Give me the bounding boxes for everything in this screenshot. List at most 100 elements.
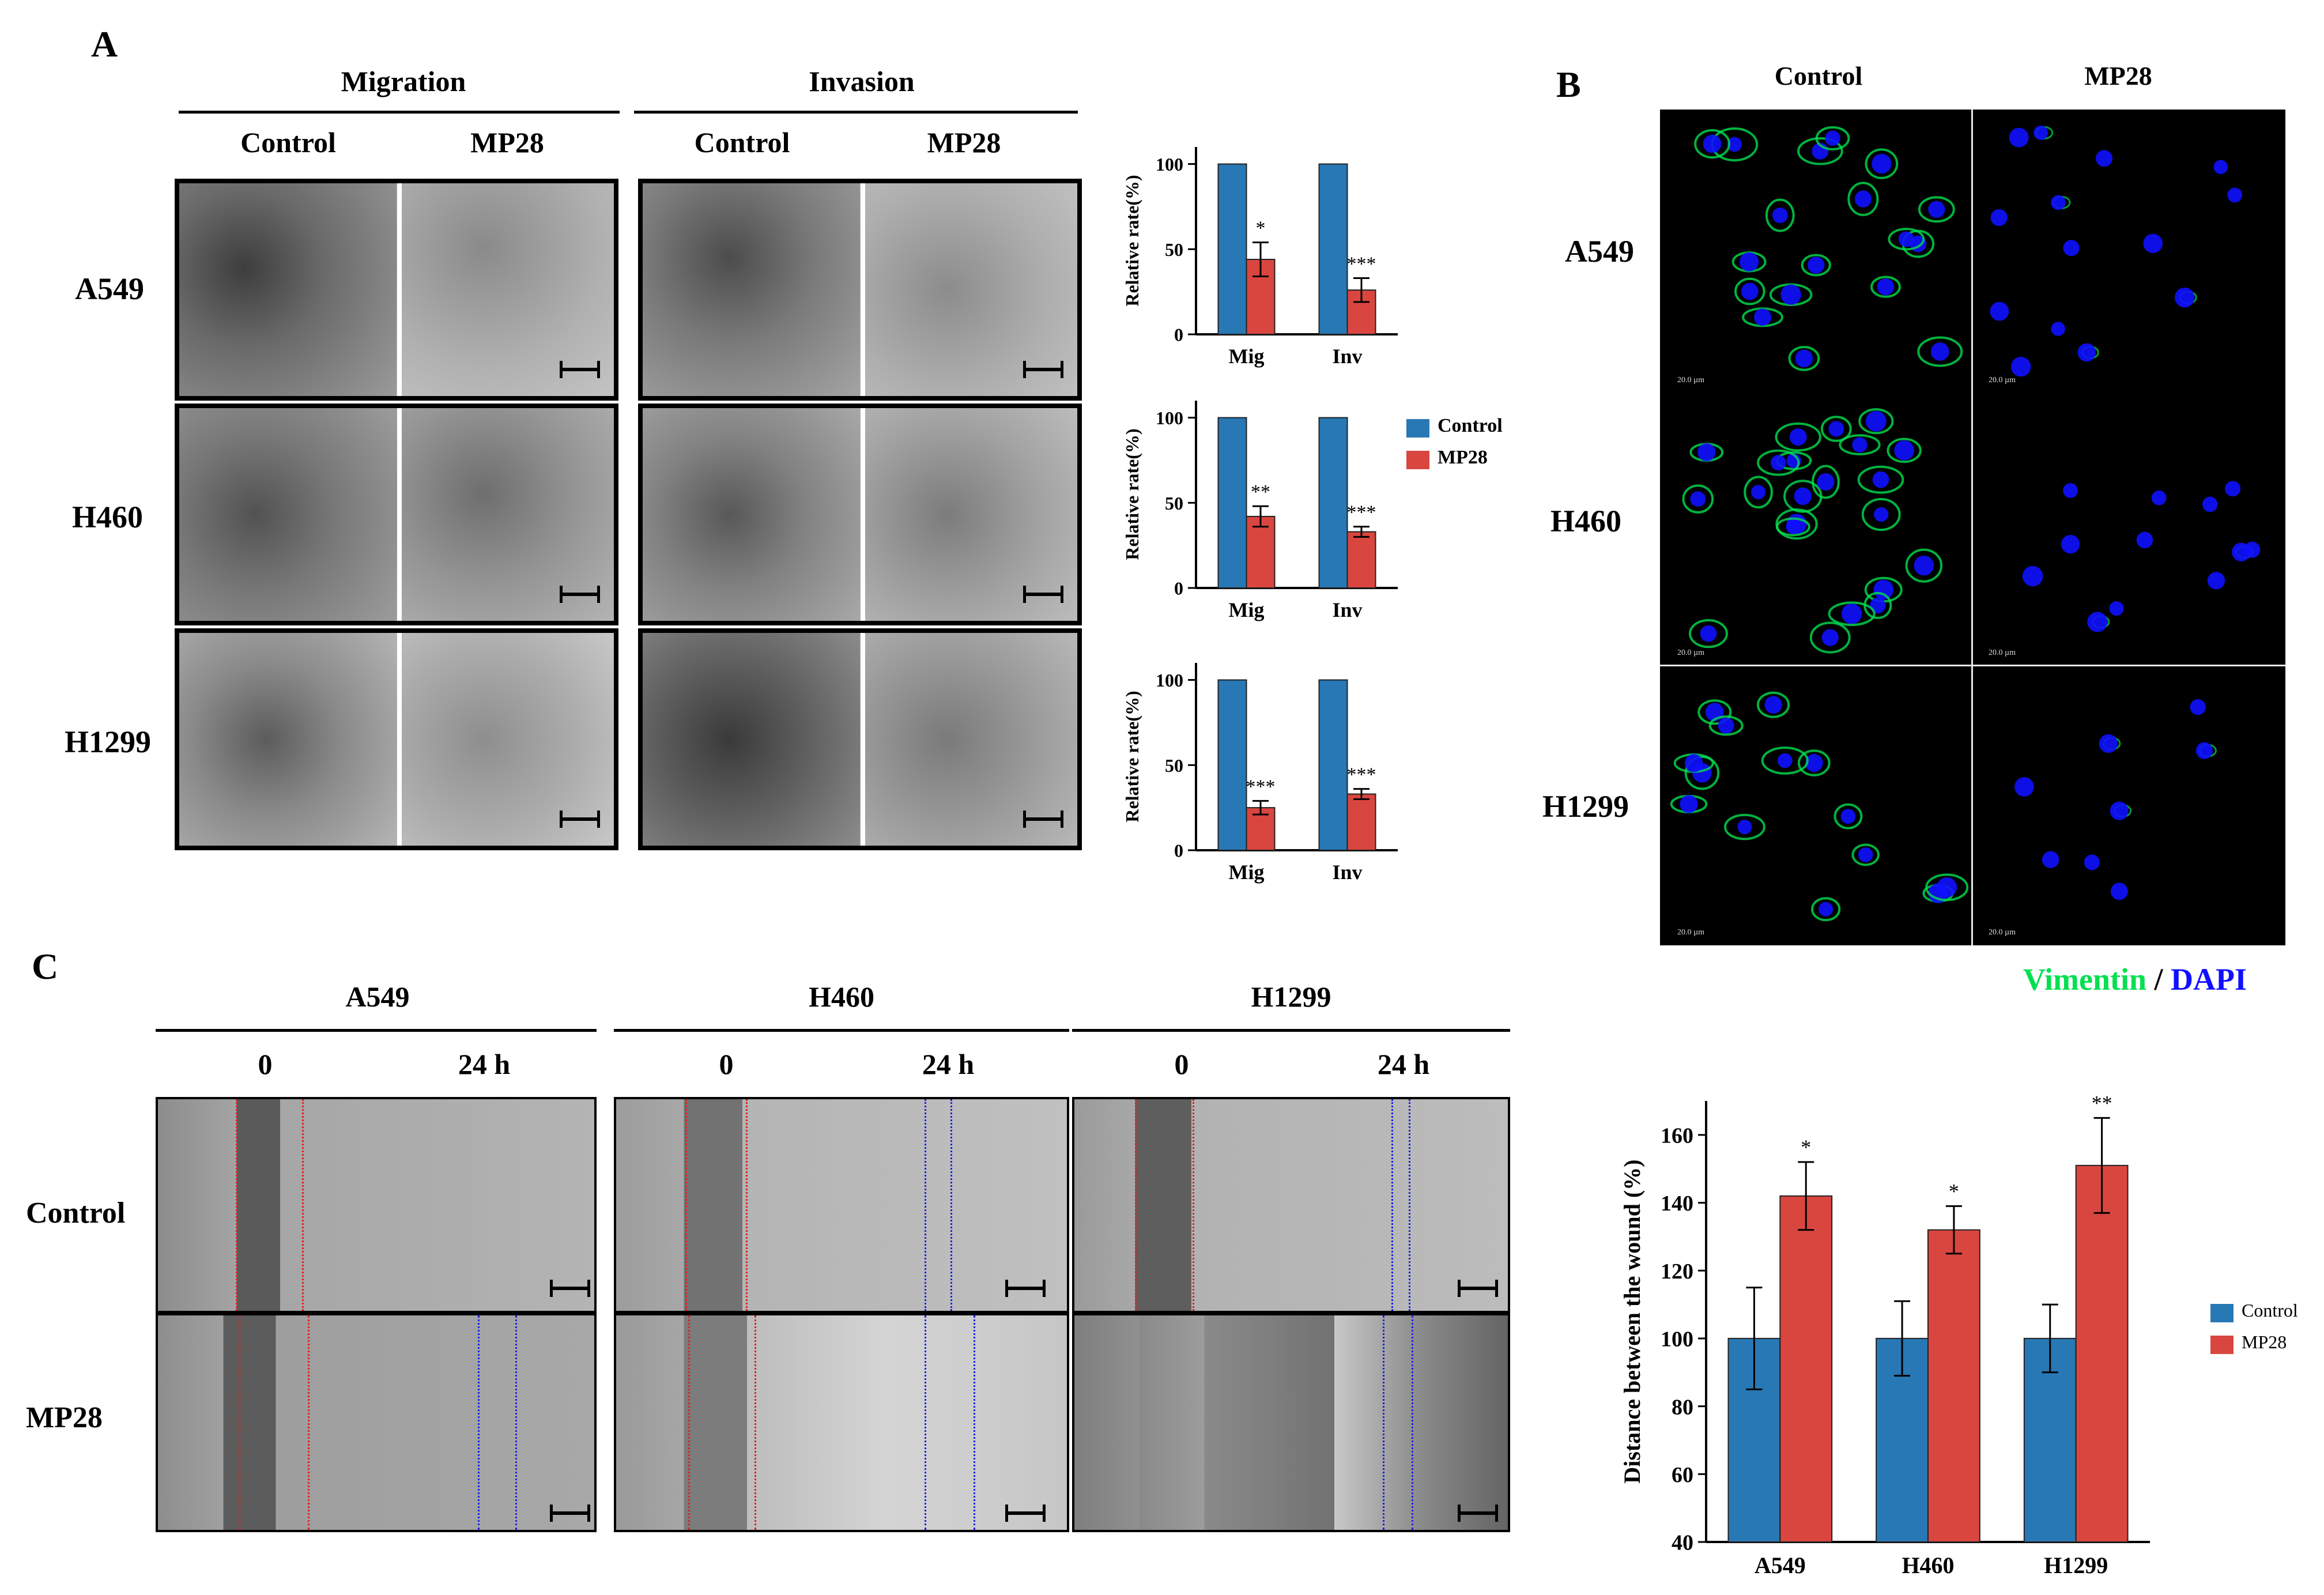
vimentin-signal (1694, 129, 1731, 159)
y-axis-label: Distance between the wound (%) (1619, 1159, 1645, 1483)
row-label-h460: H460 (72, 500, 144, 534)
dapi-nucleus (1825, 130, 1840, 146)
dapi-nucleus (2061, 534, 2080, 554)
chart-c-wound-distance: 40 60 80 100 120 140 160 * A549 * H460 ** H1299 Dista… (1619, 1091, 2150, 1578)
dapi-nucleus (2099, 734, 2118, 753)
panel-b-row-h460: H460 (1550, 504, 1622, 538)
dapi-nucleus (1928, 201, 1945, 218)
dapi-nucleus (1794, 487, 1812, 506)
fluor-cells (1670, 125, 2261, 922)
wound-h1299-control (1072, 1097, 1510, 1313)
category-label: H1299 (2044, 1552, 2108, 1578)
category-label: Mig (1229, 598, 1265, 621)
y-axis-label: Relative rate(%) (1122, 175, 1142, 306)
dapi-nucleus (2190, 699, 2206, 715)
vimentin-signal (1744, 476, 1773, 509)
dapi-nucleus (1777, 753, 1793, 768)
dapi-nucleus (1914, 555, 1934, 576)
dapi-nucleus (1840, 809, 1856, 824)
y-tick-label: 120 (1661, 1260, 1693, 1284)
dapi-nucleus (2202, 496, 2218, 512)
panel-b-letter: B (1556, 64, 1581, 105)
dapi-nucleus (2051, 322, 2065, 336)
dapi-nucleus (1872, 471, 1889, 488)
y-tick-label: 40 (1672, 1531, 1693, 1555)
vimentin-signal (1775, 422, 1821, 452)
vimentin-signal (1761, 746, 1809, 775)
y-tick-label: 80 (1672, 1395, 1693, 1419)
panel-b-control-header: Control (1774, 61, 1863, 91)
legend-control-label: Control (1438, 415, 1503, 436)
bar-mp28 (1779, 1195, 1833, 1543)
category-label: A549 (1755, 1552, 1806, 1578)
dapi-nucleus (2213, 160, 2228, 175)
panel-b-row-h1299: H1299 (1542, 789, 1629, 824)
vimentin-signal (1724, 813, 1765, 840)
dapi-nucleus (1789, 428, 1807, 446)
dapi-nucleus (1751, 485, 1766, 500)
dapi-nucleus (1819, 902, 1833, 917)
chart-a-h1299: 0 50 100 *** Mig *** Inv Relative rate(%) (1122, 663, 1398, 884)
y-tick-label: 100 (1156, 408, 1183, 428)
vimentin-signal (1697, 699, 1732, 725)
wound-h1299-mp28 (1072, 1313, 1510, 1532)
significance-label: *** (1347, 764, 1376, 786)
bar-mp28 (1927, 1229, 1980, 1543)
category-label: Inv (1332, 598, 1362, 621)
row-label-a549: A549 (75, 272, 144, 306)
dapi-nucleus (1780, 284, 1801, 305)
bar-mp28 (1346, 531, 1376, 589)
bar-control (1318, 679, 1348, 851)
dapi-nucleus (1680, 795, 1698, 813)
dapi-nucleus (2042, 851, 2059, 868)
row-label-h1299: H1299 (65, 725, 152, 759)
vimentin-signal (1918, 196, 1955, 223)
legend-control-swatch (1406, 419, 1429, 438)
stain-dapi: DAPI (2171, 962, 2247, 997)
vimentin-signal (1857, 465, 1904, 494)
dapi-nucleus (2087, 612, 2108, 632)
vimentin-signal (1851, 843, 1880, 866)
legend-c-control-swatch (2210, 1304, 2234, 1322)
vimentin-signal (1865, 148, 1899, 179)
dapi-nucleus (1684, 754, 1703, 772)
dapi-nucleus (1808, 257, 1825, 274)
vimentin-signal (1828, 601, 1876, 627)
y-tick-label: 100 (1661, 1328, 1693, 1352)
dapi-nucleus (2195, 742, 2213, 759)
fluor-scale-a549-mp28: 20.0 µm (1989, 376, 2016, 384)
vimentin-signal (1905, 548, 1943, 583)
dapi-nucleus (1854, 190, 1872, 208)
y-tick-label: 0 (1174, 325, 1183, 345)
y-tick-label: 50 (1165, 239, 1183, 260)
dapi-nucleus (2225, 481, 2241, 497)
legend-c-mp28-label: MP28 (2242, 1332, 2287, 1352)
significance-label: *** (1347, 254, 1376, 275)
dapi-nucleus (2077, 343, 2096, 362)
panel-c-header-a549: A549 (345, 981, 410, 1013)
dapi-nucleus (2207, 572, 2225, 590)
vimentin-signal (1858, 408, 1894, 435)
dapi-nucleus (1795, 349, 1813, 368)
panel-c-letter: C (32, 946, 59, 987)
dapi-nucleus (2110, 801, 2129, 820)
micrograph-migration-h460 (175, 404, 618, 625)
dapi-nucleus (1817, 473, 1835, 491)
dapi-nucleus (1874, 507, 1889, 522)
dapi-nucleus (1937, 877, 1957, 898)
panel-b-mp28-header: MP28 (2084, 61, 2152, 91)
y-tick-label: 60 (1672, 1463, 1693, 1487)
panel-c-legend: Control MP28 (2210, 1300, 2320, 1363)
panel-c-row-mp28: MP28 (26, 1401, 103, 1434)
dapi-nucleus (1841, 604, 1862, 624)
invasion-header: Invasion (809, 65, 915, 97)
vimentin-signal (1688, 619, 1728, 648)
migration-mp28-header: MP28 (470, 126, 544, 159)
dapi-nucleus (1930, 342, 1949, 361)
time-24-a549: 24 h (458, 1048, 511, 1080)
dapi-nucleus (2010, 356, 2031, 377)
vimentin-signal (1917, 336, 1963, 367)
micrograph-invasion-h1299 (638, 628, 1082, 850)
vimentin-signal (1815, 126, 1850, 150)
significance-label: ** (2092, 1091, 2112, 1114)
